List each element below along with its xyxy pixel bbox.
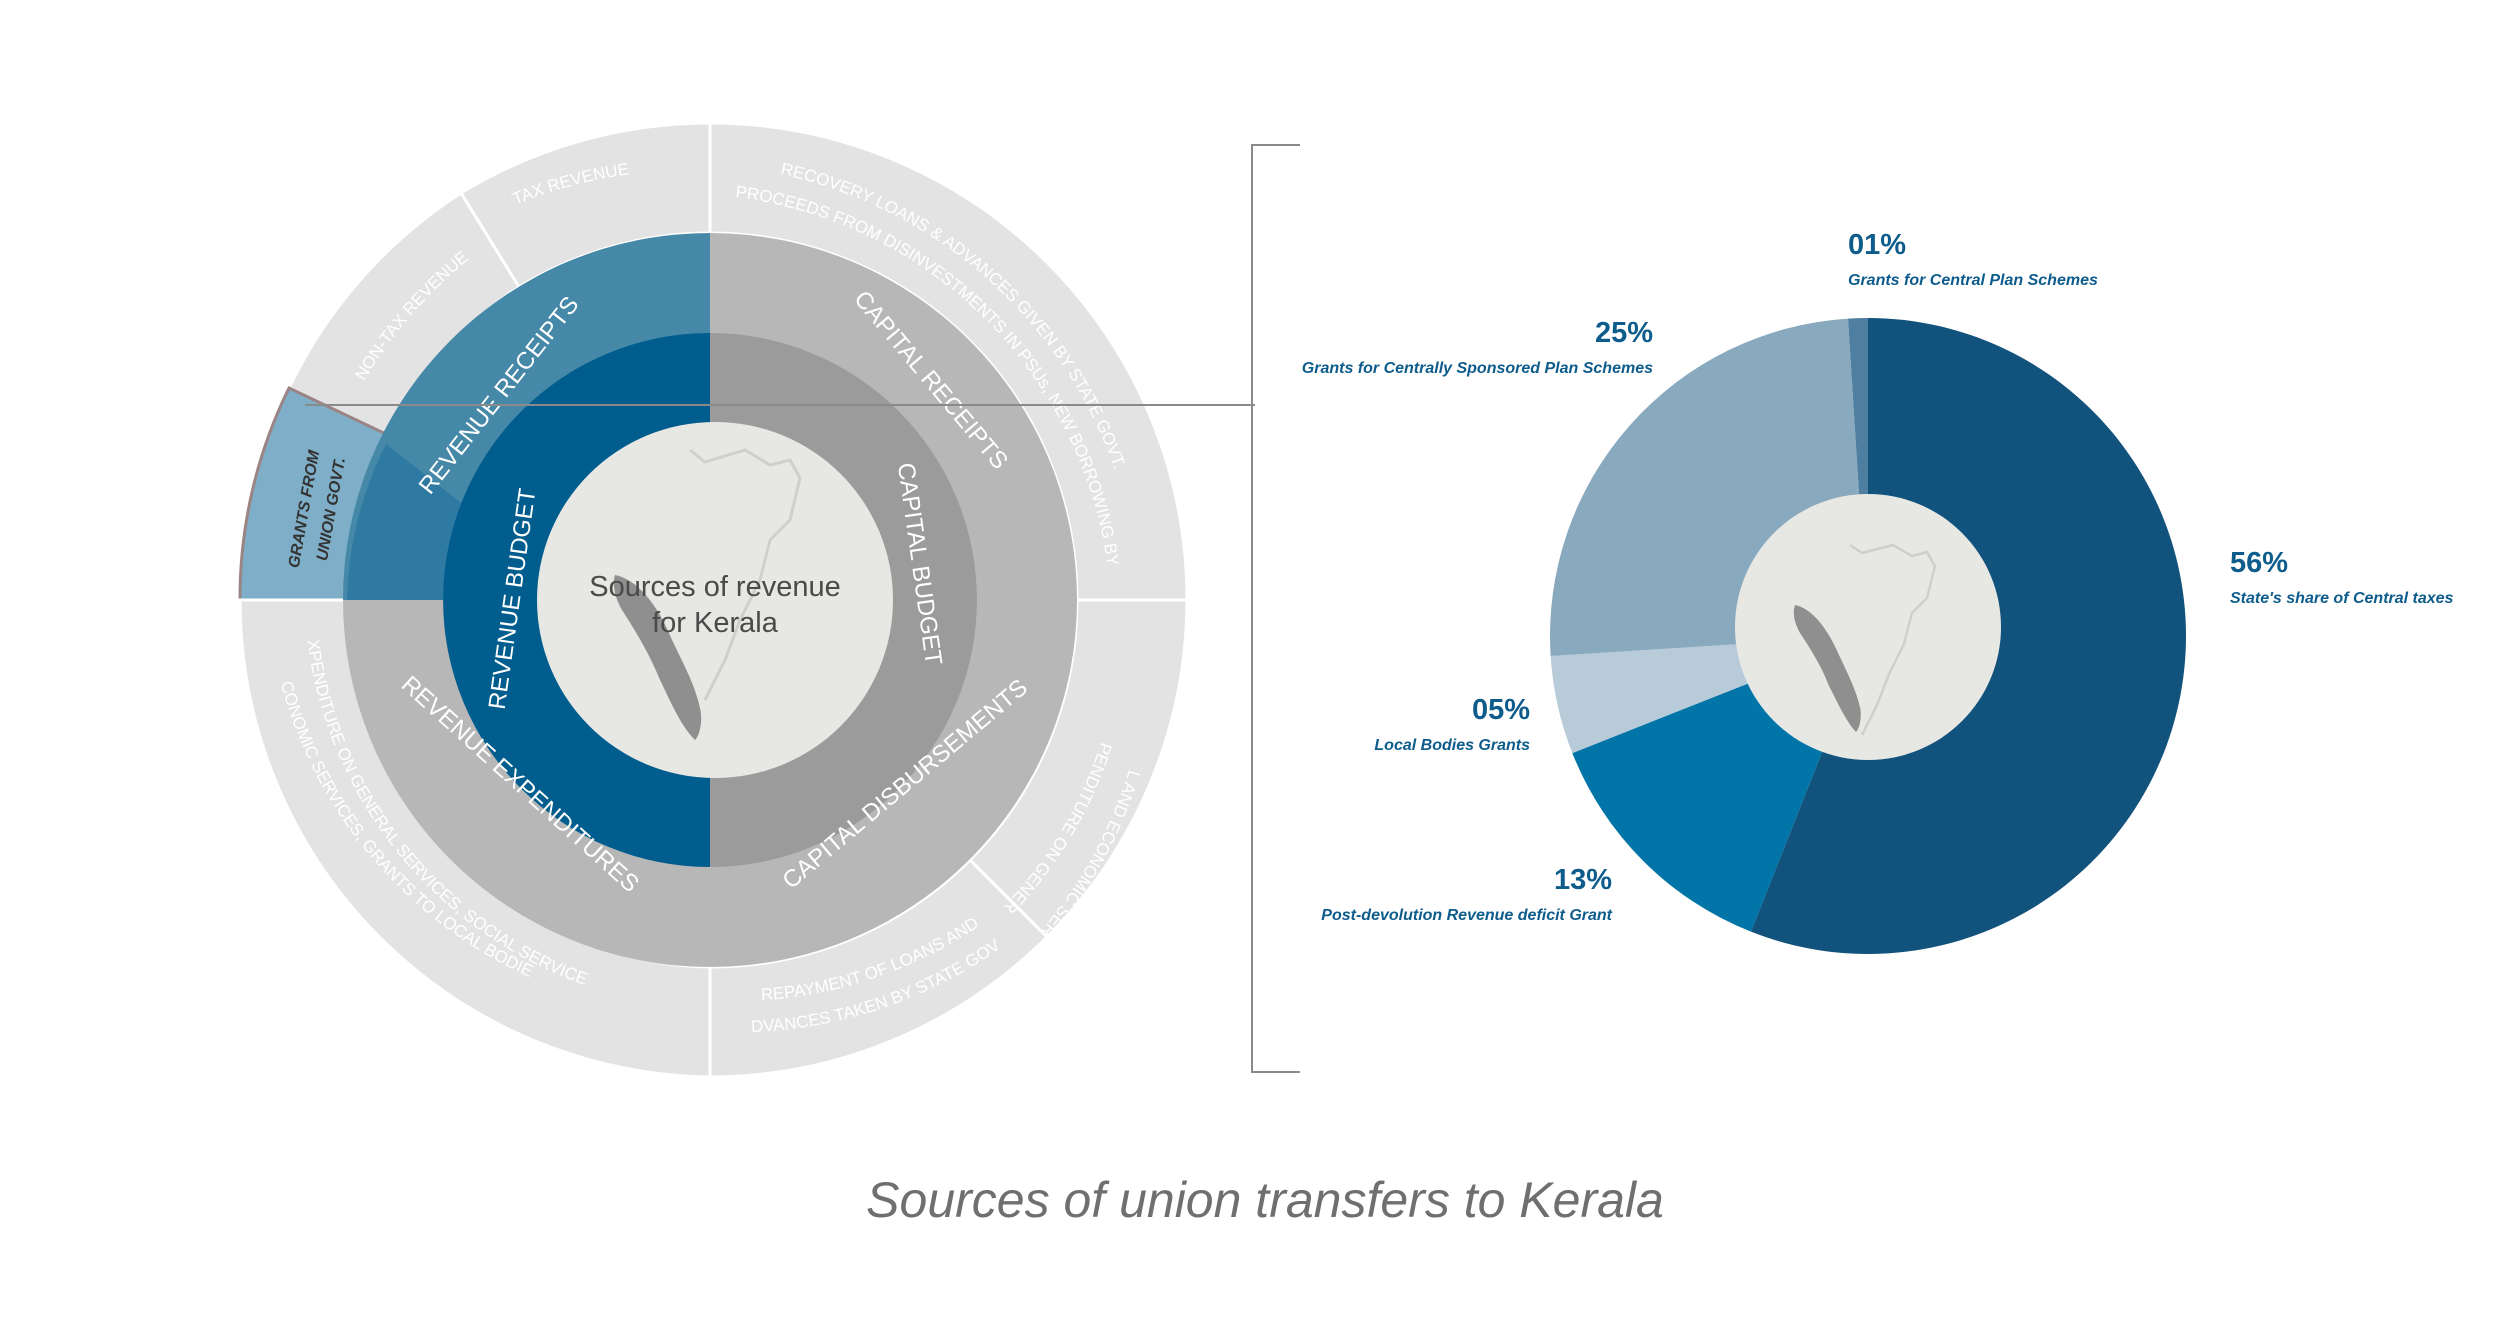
kerala-state-shape-small bbox=[1793, 605, 1861, 732]
pie-value-label-2: 13% bbox=[1554, 864, 1612, 896]
sunburst-outer-ring bbox=[238, 121, 1189, 1079]
pie-value-label-4: 25% bbox=[1595, 317, 1653, 349]
infographic-caption: Sources of union transfers to Kerala bbox=[866, 1172, 1664, 1228]
sunburst-middle-ring bbox=[343, 233, 1187, 1077]
pie-category-label-5: Grants for Central Plan Schemes bbox=[1848, 272, 2098, 289]
sunburst-center-title-line2: for Kerala bbox=[652, 607, 779, 639]
pie-category-label-2: Post-devolution Revenue deficit Grant bbox=[1321, 907, 1612, 924]
connector-bracket bbox=[1251, 144, 1300, 1073]
revenue-sunburst: Sources of revenue for Kerala REVENUE BU… bbox=[0, 0, 1189, 1079]
sunburst-center-title-line1: Sources of revenue bbox=[589, 571, 840, 603]
pie-center-disc bbox=[1735, 494, 2001, 760]
middle-segment-revenue-expenditures bbox=[343, 600, 710, 967]
middle-segment-revenue-receipts-highlight bbox=[347, 444, 470, 600]
sunburst-center-disc bbox=[537, 422, 893, 778]
kerala-map-pie bbox=[1793, 543, 1937, 736]
pie-value-label-5: 01% bbox=[1848, 229, 1906, 261]
kerala-state-shape bbox=[613, 575, 702, 740]
pie-category-label-3: Local Bodies Grants bbox=[1374, 737, 1530, 754]
pie-labels: 56% State's share of Central taxes 13% Post… bbox=[1302, 229, 2454, 924]
middle-segment-capital-disbursements bbox=[710, 600, 1077, 967]
connector-lines bbox=[305, 144, 1300, 1073]
kerala-map-center bbox=[613, 448, 802, 740]
middle-segment-capital-receipts bbox=[710, 233, 1077, 600]
pie-value-label-1: 56% bbox=[2230, 547, 2288, 579]
pie-value-label-3: 05% bbox=[1472, 694, 1530, 726]
india-south-outline bbox=[689, 448, 802, 701]
pie-category-label-4: Grants for Centrally Sponsored Plan Sche… bbox=[1302, 360, 1653, 377]
pie-category-label-1: State's share of Central taxes bbox=[2230, 590, 2454, 607]
india-south-outline-small bbox=[1849, 543, 1937, 736]
